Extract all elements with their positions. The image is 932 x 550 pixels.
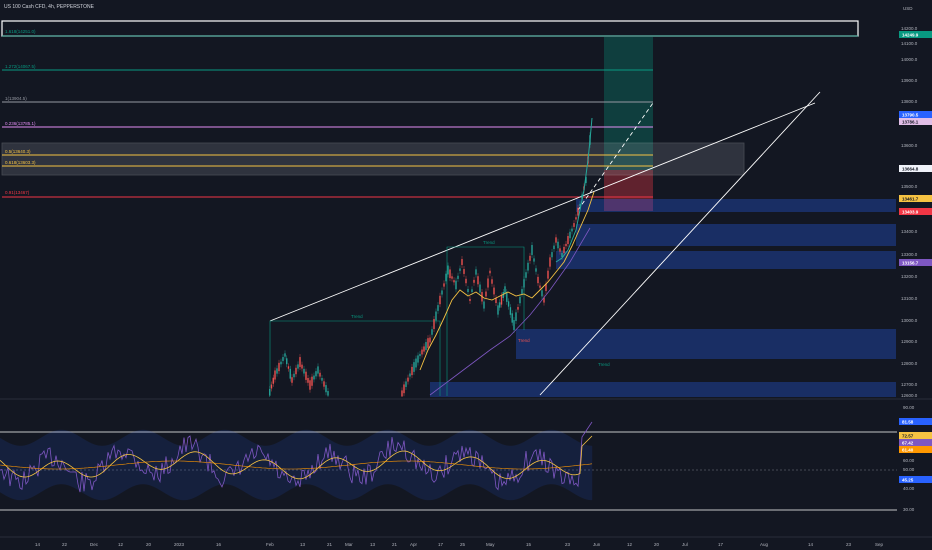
price-tick: 13100.0 (901, 296, 918, 301)
time-tick: 23 (846, 542, 852, 547)
price-tick: 13000.0 (901, 318, 918, 323)
price-tick: 12700.0 (901, 382, 918, 387)
time-tick: Aug (760, 542, 769, 547)
time-tick: Mar (345, 542, 353, 547)
price-tick: 13500.0 (901, 184, 918, 189)
currency-label: USD (903, 6, 913, 11)
price-tags: 14249.9 13790.5 13786.1 13664.8 13461.7 … (899, 31, 932, 266)
trend-label: Trend (518, 338, 530, 343)
demand-zone[interactable] (556, 251, 896, 269)
time-axis[interactable]: 14 22 Dec 12 20 2023 16 Feb 13 21 Mar 13 21 Apr 17 25 Ma… (35, 542, 884, 547)
time-tick: 2023 (174, 542, 185, 547)
rsi-tick: 30.00 (903, 507, 915, 512)
time-tick: 21 (327, 542, 333, 547)
price-tag: 13664.8 (902, 167, 919, 172)
rising-wedge-upper[interactable] (269, 102, 816, 322)
rsi-tick: 40.00 (903, 486, 915, 491)
rsi-pane[interactable] (0, 421, 897, 511)
rising-wedge-lower[interactable] (539, 91, 821, 396)
rsi-tick: 90.00 (903, 405, 915, 410)
demand-zone[interactable] (576, 199, 896, 212)
rsi-tag: 67.42 (902, 441, 914, 446)
take-profit-zone[interactable] (604, 37, 653, 170)
time-tick: 13 (300, 542, 306, 547)
trend-label: Trend (351, 314, 363, 319)
demand-zone[interactable] (576, 224, 896, 246)
demand-zone[interactable] (516, 329, 896, 359)
price-tick: 13200.0 (901, 274, 918, 279)
fib-label: 0.618(13603.3) (5, 160, 36, 165)
price-tick: 12900.0 (901, 339, 918, 344)
time-tick: 23 (565, 542, 571, 547)
rsi-tags: 81.58 72.57 67.42 61.40 45.25 (899, 418, 932, 483)
time-tick: 25 (460, 542, 466, 547)
price-tag: 14249.9 (902, 33, 919, 38)
price-tick: 14000.0 (901, 57, 918, 62)
rsi-tag: 72.57 (902, 434, 914, 439)
ma-purple[interactable] (429, 227, 591, 396)
price-tick: 13300.0 (901, 252, 918, 257)
price-tick: 14200.0 (901, 26, 918, 31)
price-tag: 13403.9 (902, 210, 919, 215)
fib-label: 1(13904.5) (5, 96, 27, 101)
time-tick: 12 (627, 542, 633, 547)
trend-label: Trend (598, 362, 610, 367)
time-tick: 22 (62, 542, 68, 547)
fib-label: 1.272(14067.5) (5, 64, 36, 69)
ma-yellow[interactable] (419, 191, 595, 371)
rsi-tag: 45.25 (902, 478, 914, 483)
price-line[interactable] (555, 117, 593, 263)
price-tick: 13400.0 (901, 229, 918, 234)
price-tick: 12600.0 (901, 393, 918, 398)
price-tag: 13156.7 (902, 261, 919, 266)
fib-label: 0.91(13467) (5, 190, 30, 195)
time-tick: 12 (118, 542, 124, 547)
time-tick: Feb (266, 542, 274, 547)
price-axis[interactable]: 14200.0 14100.0 14000.0 13900.0 13800.0 … (901, 26, 918, 398)
price-tick: 12800.0 (901, 361, 918, 366)
price-tick: 14100.0 (901, 41, 918, 46)
symbol-title: US 100 Cash CFD, 4h, PEPPERSTONE (4, 4, 95, 10)
time-tick: Apr (410, 542, 418, 547)
rsi-tag: 61.40 (902, 448, 914, 453)
time-tick: 14 (35, 542, 41, 547)
time-tick: 13 (370, 542, 376, 547)
time-tick: 15 (526, 542, 532, 547)
time-tick: 17 (438, 542, 444, 547)
time-tick: Jul (682, 542, 688, 547)
rsi-bollinger-band (0, 429, 593, 501)
demand-zone[interactable] (430, 382, 896, 397)
trend-label: Trend (483, 240, 495, 245)
time-tick: 17 (718, 542, 724, 547)
rsi-tick: 50.00 (903, 467, 915, 472)
rsi-ma-line[interactable] (0, 435, 593, 480)
price-tick: 13900.0 (901, 78, 918, 83)
time-tick: 21 (392, 542, 398, 547)
fib-label: 0.5(13640.3) (5, 149, 31, 154)
price-tag: 13461.7 (902, 197, 919, 202)
price-tag: 13786.1 (902, 120, 919, 125)
price-tick: 13600.0 (901, 143, 918, 148)
rsi-tag: 81.58 (902, 420, 914, 425)
consolidation-box[interactable] (1, 142, 745, 176)
time-tick: Sep (875, 542, 884, 547)
price-tag: 13790.5 (902, 113, 919, 118)
time-tick: Jun (593, 542, 601, 547)
price-tick: 13800.0 (901, 99, 918, 104)
fib-label: 0.236(13785.1) (5, 121, 36, 126)
time-tick: Dec (90, 542, 99, 547)
time-tick: 14 (808, 542, 814, 547)
time-tick: 16 (216, 542, 222, 547)
fib-label: 1.618(14251.0) (5, 29, 36, 34)
time-tick: 20 (654, 542, 660, 547)
projection-line[interactable] (577, 102, 654, 211)
rsi-tick: 60.00 (903, 458, 915, 463)
time-tick: May (486, 542, 495, 547)
stop-loss-zone[interactable] (604, 170, 653, 211)
rsi-ma2-line[interactable] (0, 460, 593, 470)
candlestick-series[interactable] (269, 132, 591, 397)
time-tick: 20 (146, 542, 152, 547)
